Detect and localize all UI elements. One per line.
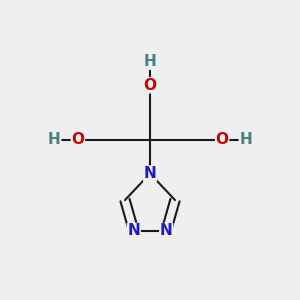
Text: H: H — [239, 132, 252, 147]
Text: N: N — [128, 224, 140, 238]
Text: H: H — [48, 132, 61, 147]
Text: O: O — [143, 78, 157, 93]
Text: N: N — [160, 224, 172, 238]
Text: O: O — [71, 132, 84, 147]
Text: O: O — [216, 132, 229, 147]
Text: N: N — [144, 166, 156, 181]
Text: H: H — [144, 54, 156, 69]
